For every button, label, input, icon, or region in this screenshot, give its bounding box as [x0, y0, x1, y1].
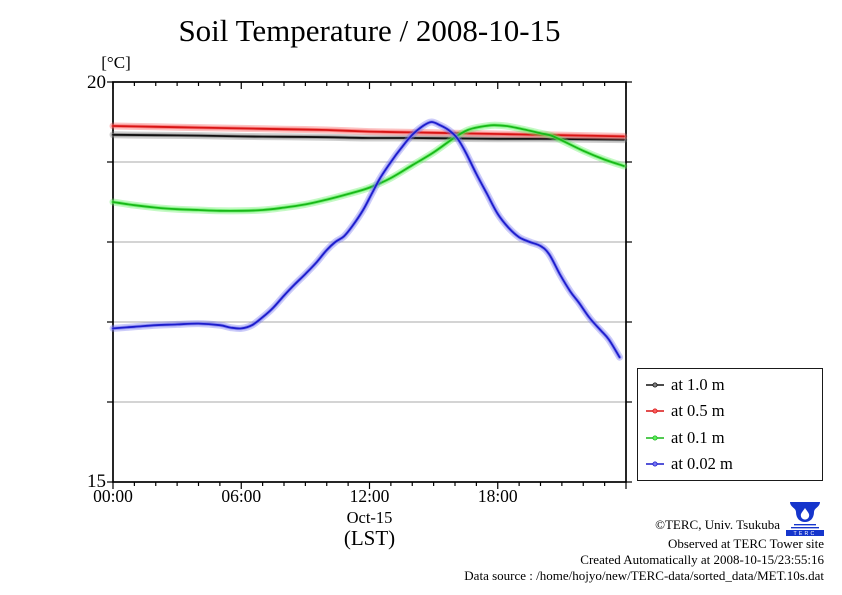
y-tick-label-15: 15 — [87, 471, 106, 492]
x-axis-timezone-label: (LST) — [343, 526, 396, 550]
series-at-1.0-m — [109, 131, 628, 144]
y-axis-unit-label: [°C] — [101, 53, 131, 72]
x-tick-label-1200: 12:00 — [349, 486, 390, 506]
legend-label: at 0.5 m — [671, 401, 725, 421]
terc-logo: TERC — [786, 502, 824, 536]
x-axis-date-label: Oct-15 — [346, 508, 393, 527]
legend-line-dot-icon — [646, 461, 664, 467]
series-core-line — [112, 133, 625, 141]
y-tick-label-20: 20 — [87, 72, 106, 93]
observed-site-text: Observed at TERC Tower site — [667, 536, 824, 551]
legend: at 1.0 m at 0.5 m at 0.1 m at 0.02 m — [637, 368, 823, 481]
x-tick-label-0000: 00:00 — [93, 486, 133, 506]
series-core-line — [112, 124, 625, 212]
series-core-line — [112, 121, 621, 359]
legend-line-dot-icon — [646, 435, 664, 441]
copyright-text: ©TERC, Univ. Tsukuba — [655, 517, 780, 532]
legend-line-dot-icon — [646, 408, 664, 414]
x-tick-label-1800: 18:00 — [477, 486, 518, 506]
legend-item-at-1.0-m: at 1.0 m — [645, 375, 822, 395]
x-tick-label-0600: 06:00 — [221, 486, 262, 506]
terc-logo-text: TERC — [794, 531, 817, 536]
chart-title: Soil Temperature / 2008-10-15 — [178, 13, 561, 48]
legend-label: at 1.0 m — [671, 375, 725, 395]
legend-item-at-0.5-m: at 0.5 m — [645, 401, 822, 421]
created-timestamp-text: Created Automatically at 2008-10-15/23:5… — [580, 552, 824, 567]
legend-line-dot-icon — [646, 382, 664, 388]
legend-label: at 0.02 m — [671, 453, 733, 473]
legend-item-at-0.02-m: at 0.02 m — [645, 454, 822, 474]
legend-item-at-0.1-m: at 0.1 m — [645, 428, 822, 448]
legend-label: at 0.1 m — [671, 427, 725, 447]
data-source-text: Data source : /home/hojyo/new/TERC-data/… — [464, 568, 824, 583]
series-at-0.02-m — [109, 118, 624, 361]
series-at-0.1-m — [109, 121, 628, 215]
